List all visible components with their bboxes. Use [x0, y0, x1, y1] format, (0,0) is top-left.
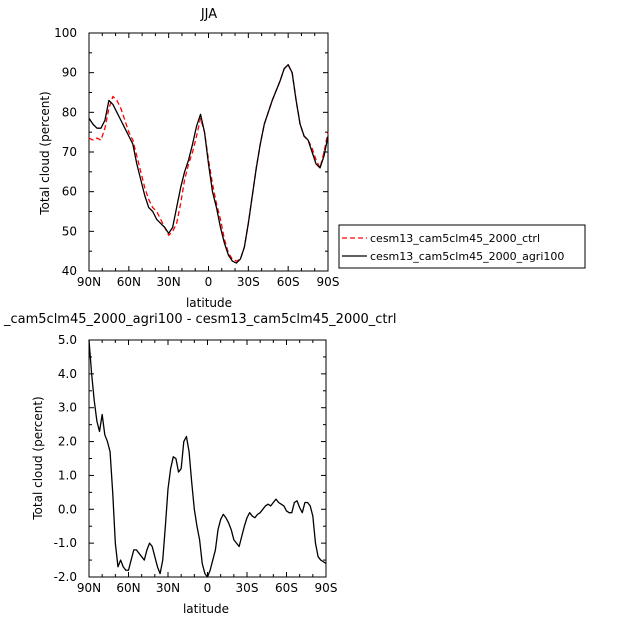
- bottom-series-line-0: [88, 339, 327, 578]
- bottom-xtick-label: 60S: [275, 581, 298, 595]
- bottom-xtick-label: 90N: [77, 581, 101, 595]
- top-ytick-label: 100: [54, 26, 77, 40]
- bottom-xtick-label: 90S: [315, 581, 338, 595]
- top-xtick-label: 90N: [77, 275, 101, 289]
- top-panel-xlabel: latitude: [186, 296, 232, 310]
- top-xtick-label: 30N: [157, 275, 181, 289]
- bottom-xtick-label: 30N: [156, 581, 180, 595]
- bottom-panel-ylabel: Total cloud (percent): [31, 396, 45, 520]
- bottom-xtick-label: 60N: [116, 581, 140, 595]
- bottom-panel-xlabel: latitude: [183, 602, 229, 616]
- top-series-line-1: [88, 64, 329, 264]
- top-ytick-label: 40: [62, 264, 77, 278]
- top-xtick-label: 60S: [277, 275, 300, 289]
- top-ytick-label: 60: [62, 185, 77, 199]
- top-panel: JJA 90N 60N 30N 0 30S 60S 90S 40 50 60 70 80 90 100 l…: [38, 7, 339, 310]
- bottom-panel: _cam5clm45_2000_agri100 - cesm13_cam5clm…: [3, 312, 396, 616]
- bottom-panel-title: _cam5clm45_2000_agri100 - cesm13_cam5clm…: [3, 312, 396, 327]
- legend: cesm13_cam5clm45_2000_ctrl cesm13_cam5cl…: [338, 224, 586, 269]
- legend-label-agri100: cesm13_cam5clm45_2000_agri100: [370, 250, 564, 263]
- top-ytick-label: 50: [62, 224, 77, 238]
- bottom-ytick-label: 1.0: [58, 468, 77, 482]
- bottom-xtick-label: 0: [204, 581, 212, 595]
- bottom-ytick-label: -2.0: [54, 570, 77, 584]
- top-ytick-label: 90: [62, 66, 77, 80]
- top-xtick-label: 30S: [237, 275, 260, 289]
- bottom-ytick-label: 3.0: [58, 401, 77, 415]
- bottom-ytick-label: 0.0: [58, 502, 77, 516]
- top-xtick-label: 90S: [317, 275, 340, 289]
- bottom-plot-frame: [88, 339, 327, 578]
- top-plot-frame: [88, 32, 329, 272]
- top-xtick-label: 60N: [117, 275, 141, 289]
- top-plot-area: 90N 60N 30N 0 30S 60S 90S 40 50 60 70 80 90 100: [54, 26, 339, 289]
- legend-box: [338, 224, 586, 269]
- bottom-ytick-label: 2.0: [58, 435, 77, 449]
- bottom-xtick-label: 30S: [236, 581, 259, 595]
- bottom-plot-area: 90N 60N 30N 0 30S 60S 90S -2.0 -1.0 0.0 1.0 2.0 3.0 4…: [54, 333, 338, 595]
- legend-label-ctrl: cesm13_cam5clm45_2000_ctrl: [370, 232, 540, 245]
- top-ytick-label: 70: [62, 145, 77, 159]
- bottom-ytick-label: 5.0: [58, 333, 77, 347]
- top-xtick-label: 0: [205, 275, 213, 289]
- top-panel-title: JJA: [200, 7, 217, 22]
- bottom-ytick-label: -1.0: [54, 536, 77, 550]
- top-ytick-label: 80: [62, 105, 77, 119]
- bottom-ytick-label: 4.0: [58, 367, 77, 381]
- top-panel-ylabel: Total cloud (percent): [38, 91, 52, 215]
